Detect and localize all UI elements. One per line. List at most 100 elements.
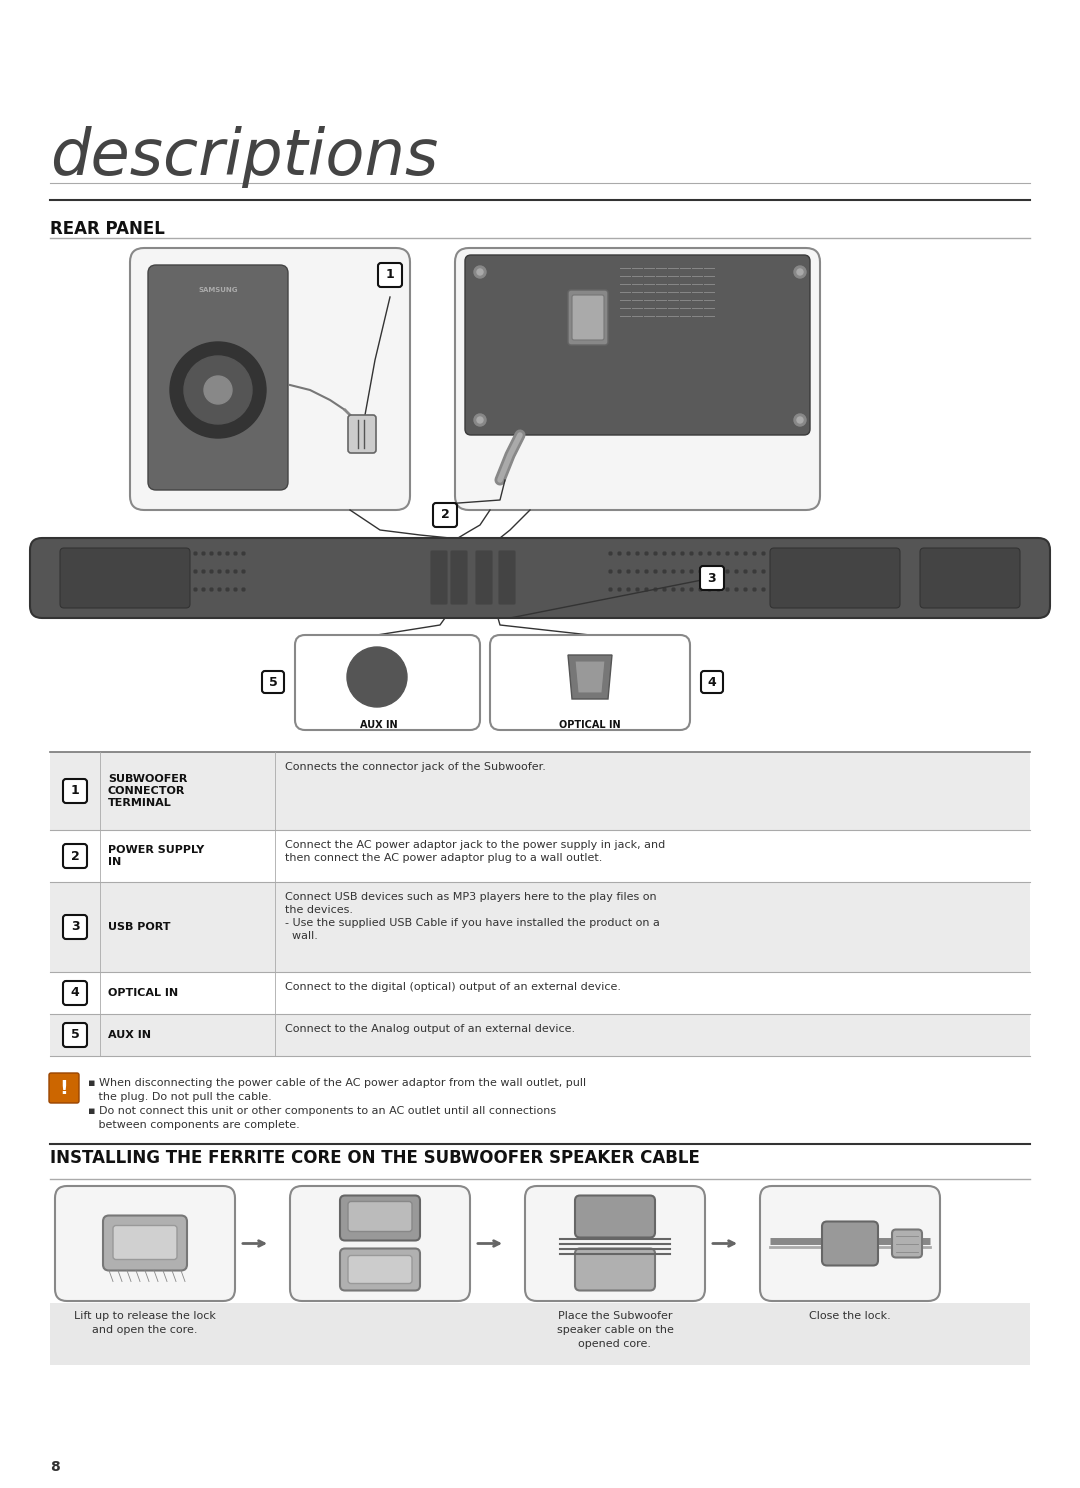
Text: USB PORT: USB PORT: [108, 923, 171, 931]
FancyBboxPatch shape: [475, 551, 492, 606]
Text: 3: 3: [707, 571, 716, 585]
FancyBboxPatch shape: [525, 1186, 705, 1301]
Text: 1: 1: [386, 268, 394, 281]
FancyBboxPatch shape: [575, 1195, 654, 1238]
Text: AUX IN: AUX IN: [361, 720, 397, 731]
FancyBboxPatch shape: [60, 548, 190, 609]
Text: 2: 2: [70, 850, 79, 863]
FancyBboxPatch shape: [822, 1222, 878, 1265]
FancyBboxPatch shape: [49, 1073, 79, 1103]
FancyBboxPatch shape: [348, 1256, 411, 1284]
FancyBboxPatch shape: [490, 635, 690, 731]
Text: ▪ When disconnecting the power cable of the AC power adaptor from the wall outle: ▪ When disconnecting the power cable of …: [87, 1077, 586, 1088]
Text: POWER SUPPLY: POWER SUPPLY: [108, 845, 204, 856]
Text: the plug. Do not pull the cable.: the plug. Do not pull the cable.: [87, 1092, 272, 1103]
Circle shape: [477, 269, 483, 275]
Circle shape: [474, 414, 486, 426]
FancyBboxPatch shape: [63, 981, 87, 1004]
Text: Lift up to release the lock: Lift up to release the lock: [75, 1311, 216, 1321]
Circle shape: [477, 417, 483, 423]
FancyBboxPatch shape: [63, 915, 87, 939]
Circle shape: [355, 655, 399, 699]
Text: AUX IN: AUX IN: [108, 1030, 151, 1040]
Text: TERMINAL: TERMINAL: [108, 798, 172, 808]
FancyBboxPatch shape: [430, 551, 448, 606]
FancyBboxPatch shape: [770, 548, 900, 609]
Text: 8: 8: [50, 1460, 59, 1475]
Circle shape: [184, 356, 252, 424]
Circle shape: [794, 266, 806, 278]
Text: the devices.: the devices.: [285, 905, 353, 915]
Text: 5: 5: [269, 676, 278, 689]
FancyBboxPatch shape: [433, 503, 457, 527]
FancyBboxPatch shape: [130, 248, 410, 510]
Bar: [50, 1303, 1030, 1364]
FancyBboxPatch shape: [262, 671, 284, 693]
Bar: [50, 1013, 1030, 1056]
FancyBboxPatch shape: [498, 551, 516, 606]
FancyBboxPatch shape: [291, 1186, 470, 1301]
Text: 5: 5: [70, 1028, 79, 1042]
Text: Connect to the Analog output of an external device.: Connect to the Analog output of an exter…: [285, 1024, 576, 1034]
Text: 4: 4: [707, 676, 716, 689]
Circle shape: [797, 269, 804, 275]
Text: speaker cable on the: speaker cable on the: [556, 1324, 674, 1335]
FancyBboxPatch shape: [760, 1186, 940, 1301]
FancyBboxPatch shape: [295, 635, 480, 731]
Circle shape: [797, 417, 804, 423]
FancyBboxPatch shape: [378, 263, 402, 287]
FancyBboxPatch shape: [103, 1216, 187, 1271]
Text: Close the lock.: Close the lock.: [809, 1311, 891, 1321]
Text: between components are complete.: between components are complete.: [87, 1120, 300, 1129]
Bar: [50, 972, 1030, 1013]
Text: IN: IN: [108, 857, 121, 868]
Circle shape: [204, 376, 232, 405]
FancyBboxPatch shape: [55, 1186, 235, 1301]
Text: opened core.: opened core.: [579, 1339, 651, 1350]
Text: SAMSUNG: SAMSUNG: [199, 287, 238, 293]
Text: 2: 2: [441, 509, 449, 521]
Text: Connect the AC power adaptor jack to the power supply in jack, and: Connect the AC power adaptor jack to the…: [285, 841, 665, 850]
FancyBboxPatch shape: [340, 1195, 420, 1241]
Polygon shape: [575, 661, 605, 693]
Text: 1: 1: [70, 784, 79, 798]
FancyBboxPatch shape: [568, 290, 608, 345]
Text: CONNECTOR: CONNECTOR: [108, 786, 186, 796]
Text: Place the Subwoofer: Place the Subwoofer: [557, 1311, 672, 1321]
Bar: [50, 882, 1030, 972]
Bar: [50, 830, 1030, 882]
Circle shape: [170, 342, 266, 437]
Text: !: !: [59, 1079, 68, 1098]
Text: OPTICAL IN: OPTICAL IN: [559, 720, 621, 731]
FancyBboxPatch shape: [30, 539, 1050, 618]
Bar: [50, 751, 1030, 830]
FancyBboxPatch shape: [340, 1248, 420, 1290]
Text: SUBWOOFER: SUBWOOFER: [108, 774, 187, 784]
Text: 4: 4: [70, 987, 79, 1000]
Text: Connects the connector jack of the Subwoofer.: Connects the connector jack of the Subwo…: [285, 762, 545, 772]
FancyBboxPatch shape: [63, 780, 87, 804]
FancyBboxPatch shape: [348, 415, 376, 452]
Circle shape: [347, 647, 407, 707]
FancyBboxPatch shape: [892, 1229, 922, 1257]
FancyBboxPatch shape: [63, 1024, 87, 1048]
FancyBboxPatch shape: [701, 671, 723, 693]
FancyBboxPatch shape: [920, 548, 1020, 609]
Text: ▪ Do not connect this unit or other components to an AC outlet until all connect: ▪ Do not connect this unit or other comp…: [87, 1106, 556, 1116]
FancyBboxPatch shape: [63, 844, 87, 868]
Text: then connect the AC power adaptor plug to a wall outlet.: then connect the AC power adaptor plug t…: [285, 853, 603, 863]
FancyBboxPatch shape: [575, 1248, 654, 1290]
Text: 3: 3: [70, 921, 79, 933]
FancyBboxPatch shape: [450, 551, 468, 606]
FancyBboxPatch shape: [148, 265, 288, 490]
FancyBboxPatch shape: [572, 295, 604, 339]
Text: descriptions: descriptions: [50, 126, 438, 187]
Text: Connect USB devices such as MP3 players here to the play files on: Connect USB devices such as MP3 players …: [285, 891, 657, 902]
Circle shape: [474, 266, 486, 278]
Text: OPTICAL IN: OPTICAL IN: [108, 988, 178, 998]
Circle shape: [369, 670, 384, 684]
Text: INSTALLING THE FERRITE CORE ON THE SUBWOOFER SPEAKER CABLE: INSTALLING THE FERRITE CORE ON THE SUBWO…: [50, 1149, 700, 1167]
Text: Connect to the digital (optical) output of an external device.: Connect to the digital (optical) output …: [285, 982, 621, 992]
FancyBboxPatch shape: [465, 254, 810, 434]
Polygon shape: [568, 655, 612, 699]
